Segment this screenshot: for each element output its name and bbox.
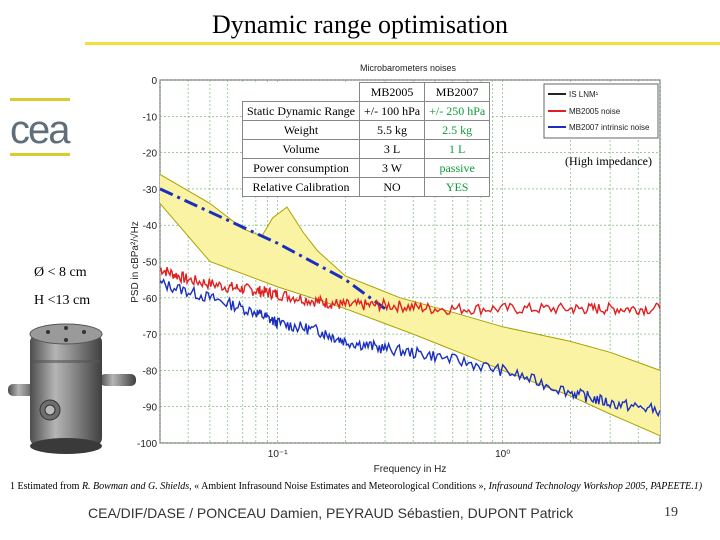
cea-logo: cea [10,108,70,152]
height-note: H <13 cm [34,293,91,308]
lnm-upper-bound [159,173,661,371]
y-tick-label: -40 [143,221,158,232]
spec-row: Volume 3 L 1 L [242,139,491,159]
logo-rule-top [10,98,70,101]
x-axis-label: Frequency in Hz [374,464,447,475]
spec-mb2007-value: passive [424,158,491,178]
spec-label: Power consumption [242,158,360,178]
x-tick-labels: 10⁻¹ 10⁰ [268,449,510,460]
x-tick-label: 10⁰ [495,449,510,460]
spec-row: Relative Calibration NO YES [242,177,491,197]
mb2007-noise-line [159,278,661,418]
y-tick-label: -20 [143,149,158,160]
high-impedance-note: (High impedance) [565,154,652,168]
legend-label-mb2005: MB2005 noise [569,107,621,116]
spec-mb2007-value: 2.5 kg [424,120,491,140]
y-tick-label: -100 [137,439,157,450]
logo-rule-bottom [10,153,70,156]
spec-mb2005-value: 3 L [358,139,426,159]
y-tick-labels: 0 -10 -20 -30 -40 -50 -60 -70 -80 -90 -100 [137,76,157,450]
spec-mb2005-value: 3 W [358,158,426,178]
y-tick-label: -10 [143,112,158,123]
lnm-band [160,174,660,436]
spec-mb2007-value: 1 L [424,139,491,159]
spec-header-row: MB2005 MB2007 [242,82,491,102]
diameter-note: Ø < 8 cm [34,265,87,280]
spec-label: Volume [242,139,360,159]
spec-mb2007-value: YES [424,177,491,197]
spec-header-empty [242,82,360,102]
y-tick-label: -70 [143,330,158,341]
page-number: 19 [664,505,678,520]
spec-label: Weight [242,120,360,140]
y-tick-label: -80 [143,366,158,377]
spec-label: Static Dynamic Range [242,101,360,121]
y-tick-label: -50 [143,258,158,269]
y-axis-label: PSD in cBPa²/√Hz [129,221,141,303]
title-rule [85,42,720,45]
lnm-lower-bound [159,203,661,437]
y-tick-label: -90 [143,403,158,414]
footnote: 1 Estimated from R. Bowman and G. Shield… [10,481,703,492]
footer-authors: CEA/DIF/DASE / PONCEAU Damien, PEYRAUD S… [88,505,574,521]
spec-row: Weight 5.5 kg 2.5 kg [242,120,491,140]
legend-label-mb2007: MB2007 intrinsic noise [569,123,650,132]
spec-header-mb2007: MB2007 [424,82,491,102]
spec-mb2005-value: +/- 100 hPa [358,101,426,121]
spec-mb2005-value: NO [358,177,426,197]
spec-row: Power consumption 3 W passive [242,158,491,178]
spec-label: Relative Calibration [242,177,360,197]
spec-mb2005-value: 5.5 kg [358,120,426,140]
legend-label-lnm: IS LNM¹ [569,90,599,99]
spec-table: MB2005 MB2007 Static Dynamic Range +/- 1… [242,82,491,197]
spec-mb2007-value: +/- 250 hPa [424,101,491,121]
slide-title: Dynamic range optimisation [211,10,509,39]
legend: IS LNM¹ MB2005 noise MB2007 intrinsic no… [543,83,659,139]
chart-title: Microbarometers noises [360,63,457,73]
spec-header-mb2005: MB2005 [358,82,426,102]
x-tick-label: 10⁻¹ [268,449,288,460]
y-tick-label: 0 [151,76,157,87]
spec-row: Static Dynamic Range +/- 100 hPa +/- 250… [242,101,491,121]
y-tick-label: -30 [143,185,158,196]
mb2005-noise-line [159,266,661,318]
microbarometer-device-image [8,323,136,454]
trend-line [159,187,386,310]
y-tick-label: -60 [143,294,158,305]
